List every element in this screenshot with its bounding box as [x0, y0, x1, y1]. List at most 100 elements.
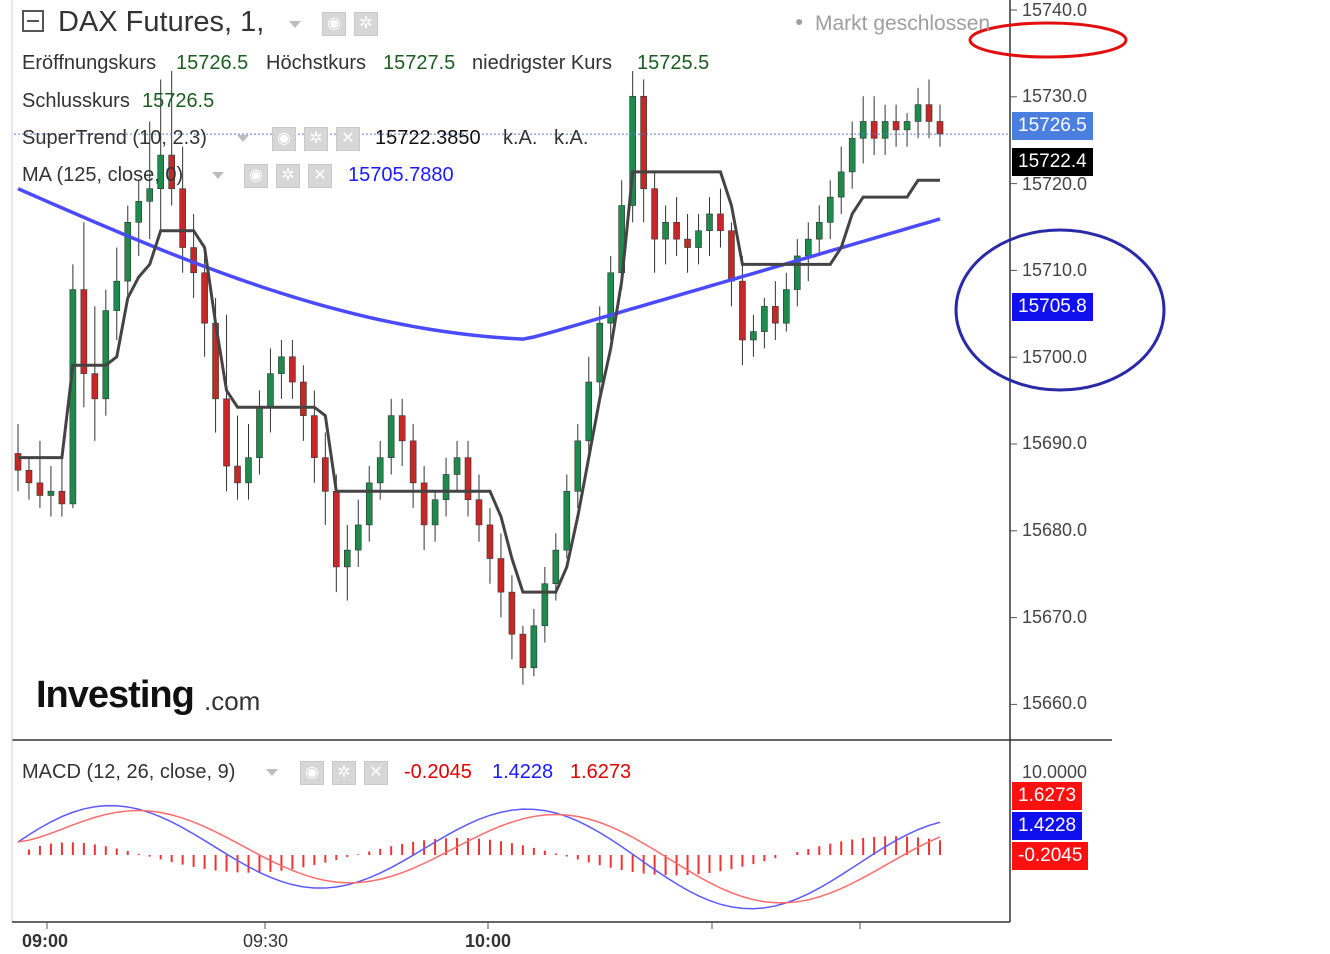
supertrend-dropdown-icon[interactable]: [237, 135, 249, 142]
macd-close-icon[interactable]: ✕: [364, 761, 388, 785]
macd-settings-icon[interactable]: ✲: [332, 761, 356, 785]
supertrend-extra2: k.A.: [554, 127, 589, 149]
open-label: Eröffnungskurs: [22, 52, 157, 74]
menu-icon[interactable]: [22, 10, 44, 32]
candle-body: [640, 95, 647, 190]
candle-body: [728, 230, 735, 282]
candle-body: [486, 524, 494, 559]
candle-body: [815, 222, 823, 240]
blue-annotation-ellipse: [954, 228, 1166, 392]
ma-dropdown-icon[interactable]: [212, 172, 224, 179]
ma-value: 15705.7880: [348, 164, 454, 186]
candle-body: [124, 222, 132, 282]
candle-body: [14, 453, 22, 471]
supertrend-line: [18, 170, 940, 594]
candle-body: [431, 499, 439, 526]
ma-settings-icon[interactable]: ✲: [276, 164, 300, 188]
macd-hist-value: -0.2045: [404, 761, 472, 783]
candle-body: [936, 121, 944, 135]
candle-body: [322, 457, 329, 492]
macd-line-value: 1.4228: [492, 761, 554, 783]
high-value: 15727.5: [383, 52, 456, 74]
close-label: Schlusskurs: [22, 90, 130, 112]
candle-body: [750, 331, 757, 341]
time-tick: 09:30: [243, 931, 289, 951]
candle-body: [794, 255, 801, 290]
ma-price-box: 15705.8: [1012, 293, 1093, 321]
macd-eye-icon[interactable]: ◉: [300, 761, 324, 785]
candle-body: [684, 238, 691, 248]
macd-label: MACD (12, 26, close, 9): [22, 761, 236, 783]
candle-body: [333, 490, 340, 568]
candle-body: [892, 121, 900, 131]
candle-body: [168, 154, 175, 190]
candle-body: [596, 322, 604, 383]
close-value: 15726.5: [142, 90, 215, 112]
candle-body: [914, 104, 922, 122]
candle-body: [563, 490, 571, 551]
candle-body: [278, 356, 285, 374]
macd-signal-box: 1.6273: [1012, 782, 1083, 810]
candle-body: [245, 457, 252, 484]
eye-icon[interactable]: ◉: [322, 12, 346, 36]
candle-body: [409, 440, 417, 484]
candle-body: [804, 238, 812, 257]
candle-body: [574, 440, 582, 492]
market-status: Markt geschlossen: [815, 12, 991, 35]
macd-hist-box: -0.2045: [1012, 842, 1089, 870]
supertrend-close-icon[interactable]: ✕: [336, 127, 360, 151]
candle-body: [80, 289, 88, 374]
low-value: 15725.5: [637, 52, 710, 74]
open-value: 15726.5: [176, 52, 249, 74]
time-tick: 09:00: [22, 931, 69, 951]
macd-dropdown-icon[interactable]: [266, 769, 278, 776]
candle-body: [442, 474, 450, 500]
candle-body: [267, 373, 274, 408]
supertrend-extra1: k.A.: [503, 127, 538, 149]
price-tick: 15720.0: [1022, 174, 1088, 194]
settings-icon[interactable]: ✲: [354, 12, 378, 36]
ma-eye-icon[interactable]: ◉: [244, 164, 268, 188]
price-tick: 15690.0: [1022, 433, 1088, 453]
candle-body: [519, 633, 527, 669]
macd-line: [17, 804, 941, 910]
candle-body: [761, 306, 768, 332]
candle-body: [925, 104, 933, 122]
candle-body: [607, 272, 615, 324]
candle-body: [706, 213, 713, 232]
macd-line-box: 1.4228: [1012, 812, 1083, 840]
candle-body: [113, 280, 121, 311]
supertrend-eye-icon[interactable]: ◉: [272, 127, 296, 151]
candle-body: [541, 583, 549, 627]
candle-body: [365, 482, 373, 526]
candle-body: [354, 524, 362, 551]
candle-body: [530, 625, 538, 669]
macd-axis-tick: 10.0000: [1022, 762, 1088, 782]
candle-body: [420, 482, 428, 526]
market-status-dot: ●: [795, 13, 804, 29]
supertrend-price-box: 15722.4: [1012, 148, 1093, 176]
candle-body: [223, 398, 230, 467]
candle-body: [826, 196, 834, 223]
price-tick: 15670.0: [1022, 607, 1088, 627]
candle-body: [300, 381, 307, 416]
candle-body: [739, 280, 746, 341]
candle-body: [848, 137, 856, 173]
ma-close-icon[interactable]: ✕: [308, 164, 332, 188]
candle-body: [662, 222, 669, 240]
time-tick: 10:00: [465, 931, 512, 951]
candle-body: [464, 457, 472, 500]
red-annotation-ellipse: [968, 21, 1128, 59]
candle-body: [837, 171, 845, 198]
candle-body: [47, 490, 55, 496]
candle-body: [102, 310, 110, 400]
title-dropdown-icon[interactable]: [289, 21, 301, 28]
supertrend-settings-icon[interactable]: ✲: [304, 127, 328, 151]
candle-body: [387, 415, 395, 458]
candle-body: [695, 230, 702, 248]
candle-body: [256, 406, 263, 458]
candle-body: [673, 222, 680, 240]
candle-body: [859, 121, 867, 139]
candle-body: [289, 356, 296, 383]
